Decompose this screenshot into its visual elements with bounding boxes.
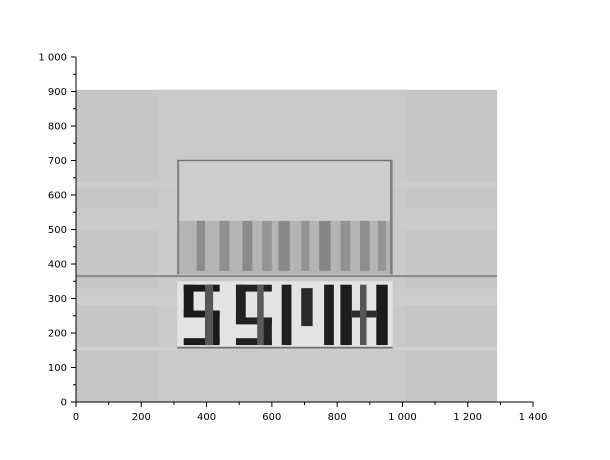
y-tick-label: 600 bbox=[48, 191, 67, 202]
image-letter-stroke-16 bbox=[204, 284, 214, 346]
y-tick-label: 200 bbox=[48, 329, 67, 340]
y-tick-label: 1 000 bbox=[38, 53, 67, 64]
image-streak-2 bbox=[242, 220, 253, 271]
image-streak-0 bbox=[196, 220, 205, 271]
image-streak-6 bbox=[319, 220, 331, 271]
image-letter-stroke-4 bbox=[183, 338, 220, 346]
image-letter-stroke-17 bbox=[257, 284, 264, 346]
y-axis: 0 100 200 300 400 500 600 700 800 900 1 000 bbox=[38, 53, 77, 409]
image-streak-1 bbox=[219, 220, 230, 271]
y-tick-label: 100 bbox=[48, 363, 67, 374]
image-letter-stroke-10 bbox=[281, 284, 292, 346]
image-region-11 bbox=[177, 346, 393, 349]
x-tick-label: 400 bbox=[197, 412, 216, 423]
x-tick-label: 1 400 bbox=[519, 412, 548, 423]
image-streak-7 bbox=[340, 220, 351, 271]
x-tick-label: 0 bbox=[73, 412, 79, 423]
image-streak-5 bbox=[301, 220, 310, 271]
y-tick-label: 700 bbox=[48, 156, 67, 167]
image-region-13 bbox=[390, 160, 393, 275]
image-region-10 bbox=[177, 159, 393, 162]
x-tick-label: 1 000 bbox=[388, 412, 417, 423]
image-streak-3 bbox=[262, 220, 272, 271]
image-letter-stroke-11 bbox=[324, 284, 334, 346]
image-letter-stroke-7 bbox=[235, 317, 272, 325]
x-tick-label: 600 bbox=[262, 412, 281, 423]
y-tick-label: 0 bbox=[61, 398, 67, 409]
image-letter-stroke-18 bbox=[359, 284, 367, 346]
image-letter-stroke-13 bbox=[340, 284, 352, 346]
image-letter-stroke-5 bbox=[235, 284, 272, 292]
heatmap-image bbox=[76, 89, 498, 403]
image-region-12 bbox=[177, 160, 180, 275]
x-tick-label: 800 bbox=[328, 412, 347, 423]
image-letter-stroke-14 bbox=[376, 284, 388, 346]
image-letter-stroke-3 bbox=[209, 310, 220, 344]
image-streak-8 bbox=[359, 220, 370, 271]
image-region-7 bbox=[177, 160, 393, 221]
x-axis: 0 200 400 600 800 1 000 1 200 1 400 bbox=[73, 401, 548, 423]
image-letter-stroke-2 bbox=[183, 310, 220, 318]
image-letter-stroke-12 bbox=[301, 288, 313, 327]
y-tick-label: 500 bbox=[48, 225, 67, 236]
image-letter-stroke-1 bbox=[183, 284, 194, 316]
y-tick-label: 400 bbox=[48, 260, 67, 271]
x-tick-label: 1 200 bbox=[453, 412, 482, 423]
image-letter-stroke-9 bbox=[235, 338, 272, 346]
image-region-9 bbox=[76, 275, 498, 278]
image-letter-stroke-8 bbox=[262, 317, 272, 346]
image-streak-4 bbox=[278, 220, 290, 271]
y-tick-label: 900 bbox=[48, 87, 67, 98]
image-letter-stroke-6 bbox=[235, 284, 246, 323]
x-tick-label: 200 bbox=[132, 412, 151, 423]
image-letter-stroke-0 bbox=[183, 284, 220, 292]
y-tick-label: 800 bbox=[48, 122, 67, 133]
image-streak-9 bbox=[377, 220, 387, 271]
y-tick-label: 300 bbox=[48, 294, 67, 305]
